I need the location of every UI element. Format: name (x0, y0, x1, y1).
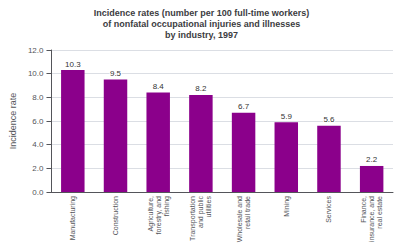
svg-text:6.0: 6.0 (32, 117, 44, 126)
svg-text:forestry, and: forestry, and (155, 196, 163, 234)
svg-text:insurance, and: insurance, and (368, 196, 375, 242)
svg-text:0.0: 0.0 (32, 188, 44, 197)
svg-text:retail trade: retail trade (244, 196, 251, 229)
svg-text:8.4: 8.4 (153, 82, 165, 91)
svg-text:utilities: utilities (205, 196, 212, 218)
svg-text:and public: and public (197, 196, 205, 228)
svg-text:5.6: 5.6 (323, 115, 335, 124)
svg-text:Transportation: Transportation (189, 196, 197, 241)
svg-text:Agriculture,: Agriculture, (147, 196, 155, 231)
svg-text:12.0: 12.0 (28, 46, 44, 55)
svg-text:6.7: 6.7 (238, 102, 250, 111)
svg-text:Finance,: Finance, (360, 196, 367, 223)
svg-text:2.0: 2.0 (32, 164, 44, 173)
svg-text:Wholesale and: Wholesale and (236, 196, 243, 242)
svg-text:4.0: 4.0 (32, 140, 44, 149)
svg-text:10.3: 10.3 (65, 60, 81, 69)
svg-text:by industry, 1997: by industry, 1997 (165, 30, 238, 40)
svg-text:of nonfatal occupational injur: of nonfatal occupational injuries and il… (103, 19, 301, 29)
svg-text:Services: Services (325, 196, 332, 223)
svg-text:5.9: 5.9 (281, 112, 293, 121)
svg-text:8.2: 8.2 (195, 84, 207, 93)
svg-text:9.5: 9.5 (110, 69, 122, 78)
svg-text:real estate: real estate (376, 196, 383, 229)
svg-text:2.2: 2.2 (366, 155, 378, 164)
svg-text:Incidence rates (number per 10: Incidence rates (number per 100 full-tim… (94, 8, 310, 18)
svg-text:8.0: 8.0 (32, 93, 44, 102)
svg-text:Manufacturing: Manufacturing (69, 196, 77, 240)
svg-text:10.0: 10.0 (28, 69, 44, 78)
svg-text:Construction: Construction (112, 196, 119, 235)
svg-text:Mining: Mining (283, 196, 291, 217)
svg-text:Incidence rate: Incidence rate (8, 93, 18, 150)
svg-text:fishing: fishing (163, 196, 171, 216)
